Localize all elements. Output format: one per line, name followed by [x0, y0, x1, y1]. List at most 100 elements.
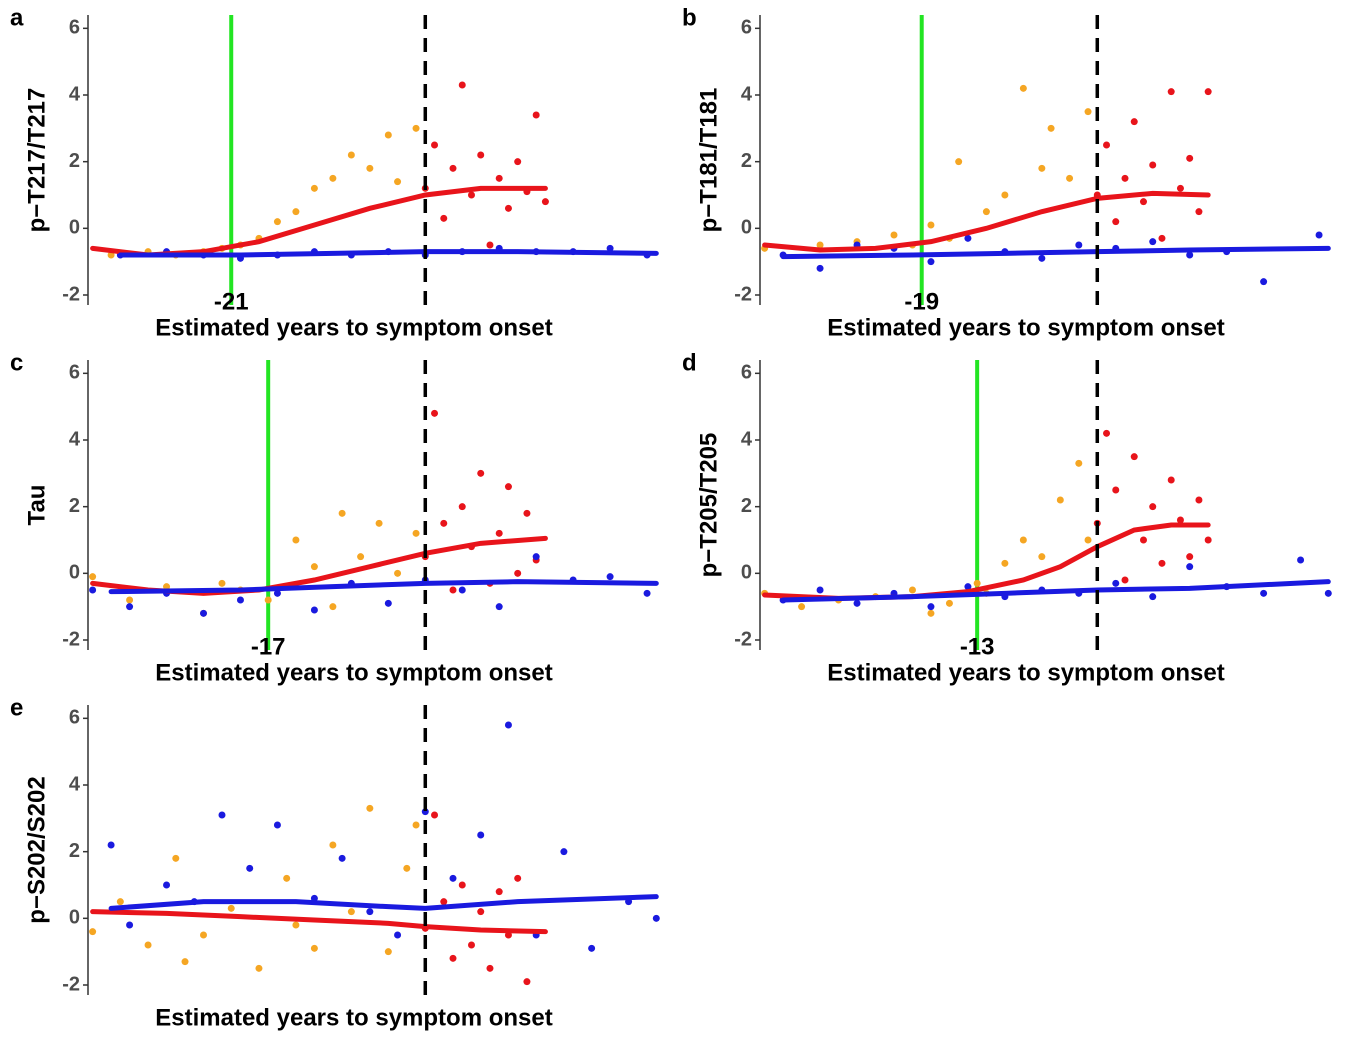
data-point [477, 831, 485, 839]
data-point [1112, 218, 1120, 226]
data-point [1167, 476, 1175, 484]
data-point [588, 944, 596, 952]
data-point [1139, 536, 1147, 544]
data-point [366, 908, 374, 916]
panel-letter: b [682, 4, 697, 31]
data-point [1149, 503, 1157, 511]
data-point [310, 944, 318, 952]
trend-line [780, 579, 1331, 603]
data-point [218, 811, 226, 819]
data-point [1195, 496, 1203, 504]
trend-line [117, 249, 659, 258]
data-point [816, 586, 824, 594]
panel-letter: c [10, 349, 23, 376]
data-point [1084, 536, 1092, 544]
panel-letter: a [10, 4, 24, 31]
data-point [144, 941, 152, 949]
data-point [347, 151, 355, 159]
data-point [218, 579, 226, 587]
data-point [200, 931, 208, 939]
data-point [890, 231, 898, 239]
data-point [1001, 191, 1009, 199]
data-point [292, 208, 300, 216]
data-point [945, 599, 953, 607]
data-point [1186, 154, 1194, 162]
data-point [292, 921, 300, 929]
data-point [1176, 516, 1184, 524]
y-tick-label: 0 [69, 907, 80, 929]
data-point [458, 503, 466, 511]
data-point [366, 804, 374, 812]
data-point [1038, 164, 1046, 172]
data-point [338, 509, 346, 517]
data-point [255, 964, 263, 972]
data-point [412, 124, 420, 132]
data-point [1260, 589, 1268, 597]
data-point [477, 151, 485, 159]
data-point [329, 603, 337, 611]
data-point [1038, 553, 1046, 561]
data-point [107, 841, 115, 849]
x-axis-label: Estimated years to symptom onset [155, 1004, 552, 1031]
data-point [163, 583, 171, 591]
data-point [449, 164, 457, 172]
trend-line [762, 190, 1211, 253]
data-point [347, 908, 355, 916]
data-point [163, 881, 171, 889]
data-point [1176, 184, 1184, 192]
y-tick-label: 6 [741, 362, 752, 384]
data-point [1112, 579, 1120, 587]
data-point [652, 914, 660, 922]
data-point [375, 519, 383, 527]
data-point [384, 948, 392, 956]
data-point [384, 131, 392, 139]
data-point [394, 178, 402, 186]
y-tick-label: 2 [69, 840, 80, 862]
panel-letter: d [682, 349, 697, 376]
data-point [523, 978, 531, 986]
data-point [798, 603, 806, 611]
data-point [541, 198, 549, 206]
data-point [181, 958, 189, 966]
y-axis-label: p−S202/S202 [23, 776, 50, 923]
data-point [477, 908, 485, 916]
data-point [246, 864, 254, 872]
y-tick-label: 2 [69, 495, 80, 517]
data-point [532, 111, 540, 119]
data-point [982, 208, 990, 216]
data-point [236, 596, 244, 604]
y-tick-label: 6 [69, 362, 80, 384]
y-tick-label: 0 [69, 562, 80, 584]
data-point [486, 241, 494, 249]
threshold-label: -17 [251, 633, 286, 660]
y-tick-label: 6 [69, 17, 80, 39]
data-point [495, 888, 503, 896]
data-point [643, 589, 651, 597]
x-axis-label: Estimated years to symptom onset [827, 314, 1224, 341]
data-point [467, 941, 475, 949]
y-tick-label: 0 [69, 217, 80, 239]
data-point [1204, 536, 1212, 544]
data-point [514, 874, 522, 882]
data-point [440, 519, 448, 527]
data-point [126, 603, 134, 611]
data-point [1139, 198, 1147, 206]
data-point [1019, 84, 1027, 92]
data-point [1186, 553, 1194, 561]
data-point [927, 603, 935, 611]
data-point [486, 964, 494, 972]
data-point [1121, 576, 1129, 584]
data-point [1158, 559, 1166, 567]
trend-line [108, 579, 659, 595]
y-tick-label: -2 [734, 628, 752, 650]
data-point [1056, 496, 1064, 504]
y-tick-label: 2 [741, 495, 752, 517]
data-point [1149, 161, 1157, 169]
trend-line [90, 909, 548, 935]
data-point [126, 921, 134, 929]
data-point [606, 244, 614, 252]
data-point [1167, 88, 1175, 96]
data-point [504, 483, 512, 491]
